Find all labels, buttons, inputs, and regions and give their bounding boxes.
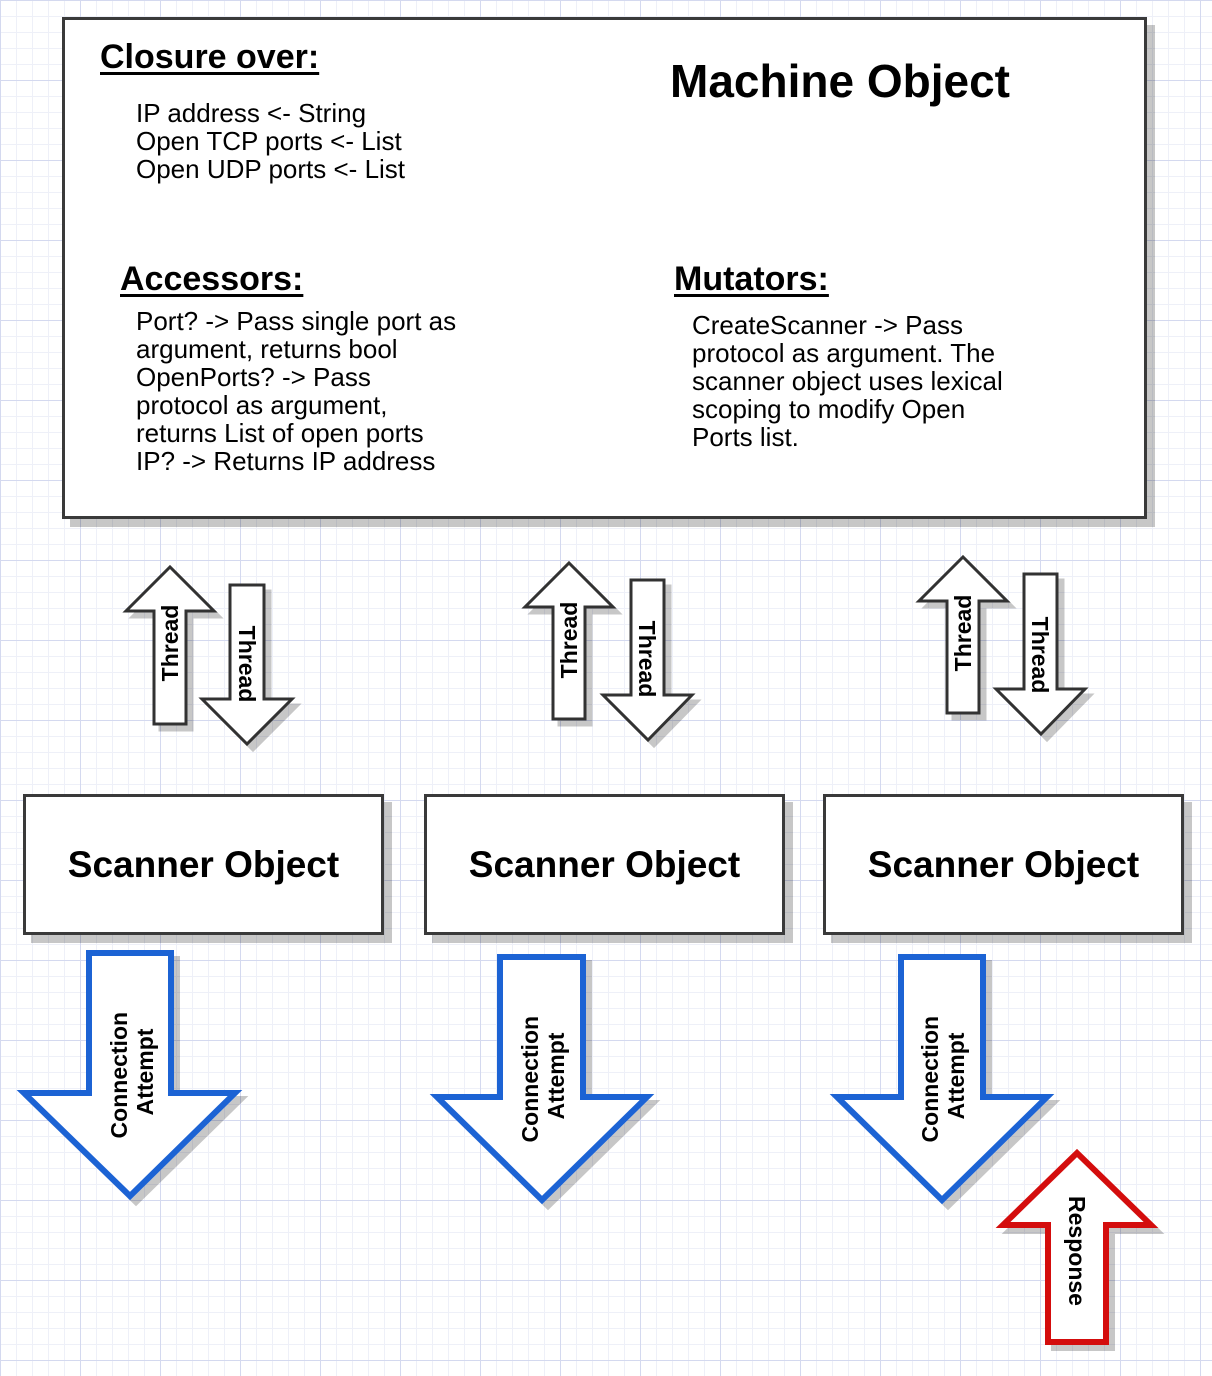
connection-attempt-line: Connection bbox=[106, 1012, 132, 1139]
connection-attempt-label: Connection Attempt bbox=[917, 1010, 969, 1143]
thread-down-label: Thread bbox=[634, 621, 660, 698]
thread-down-label: Thread bbox=[1027, 617, 1053, 694]
scanner-object-label: Scanner Object bbox=[67, 843, 340, 885]
thread-down-arrow: Thread bbox=[198, 583, 296, 747]
thread-down-arrow: Thread bbox=[599, 578, 696, 743]
closure-body: IP address <- String Open TCP ports <- L… bbox=[136, 98, 406, 184]
accessors-heading: Accessors: bbox=[120, 260, 304, 298]
scanner-object-box: Scanner Object bbox=[823, 794, 1184, 935]
thread-up-arrow: Thread bbox=[915, 554, 1011, 715]
thread-up-arrow: Thread bbox=[521, 560, 617, 721]
connection-attempt-line: Connection bbox=[917, 1016, 943, 1143]
closure-heading: Closure over: bbox=[100, 38, 320, 76]
thread-up-label: Thread bbox=[950, 595, 976, 672]
thread-up-arrow: Thread bbox=[122, 564, 218, 726]
mutators-heading: Mutators: bbox=[674, 260, 829, 298]
accessors-body: Port? -> Pass single port as argument, r… bbox=[136, 306, 457, 476]
connection-attempt-arrow: Connection Attempt bbox=[429, 954, 655, 1205]
machine-object-title: Machine Object bbox=[670, 55, 1010, 107]
scanner-object-label: Scanner Object bbox=[468, 843, 741, 885]
connection-attempt-line: Attempt bbox=[543, 1032, 569, 1119]
scanner-object-box: Scanner Object bbox=[424, 794, 785, 935]
thread-up-label: Thread bbox=[556, 602, 582, 679]
response-label: Response bbox=[1064, 1196, 1090, 1306]
scanner-object-label: Scanner Object bbox=[867, 843, 1140, 885]
connection-attempt-label: Connection Attempt bbox=[517, 1010, 569, 1143]
mutators-body: CreateScanner -> Pass protocol as argume… bbox=[692, 310, 1003, 452]
machine-object-box: Machine Object Closure over: IP address … bbox=[62, 17, 1147, 519]
connection-attempt-line: Connection bbox=[517, 1016, 543, 1143]
connection-attempt-label: Connection Attempt bbox=[106, 1006, 158, 1139]
thread-down-arrow: Thread bbox=[992, 572, 1089, 737]
connection-attempt-arrow: Connection Attempt bbox=[16, 950, 243, 1201]
scanner-object-box: Scanner Object bbox=[23, 794, 384, 935]
connection-attempt-line: Attempt bbox=[132, 1028, 158, 1115]
connection-attempt-line: Attempt bbox=[943, 1032, 969, 1119]
thread-down-label: Thread bbox=[234, 626, 260, 703]
response-arrow: Response bbox=[995, 1148, 1159, 1345]
thread-up-label: Thread bbox=[157, 605, 183, 682]
connection-attempt-arrow: Connection Attempt bbox=[829, 954, 1055, 1205]
